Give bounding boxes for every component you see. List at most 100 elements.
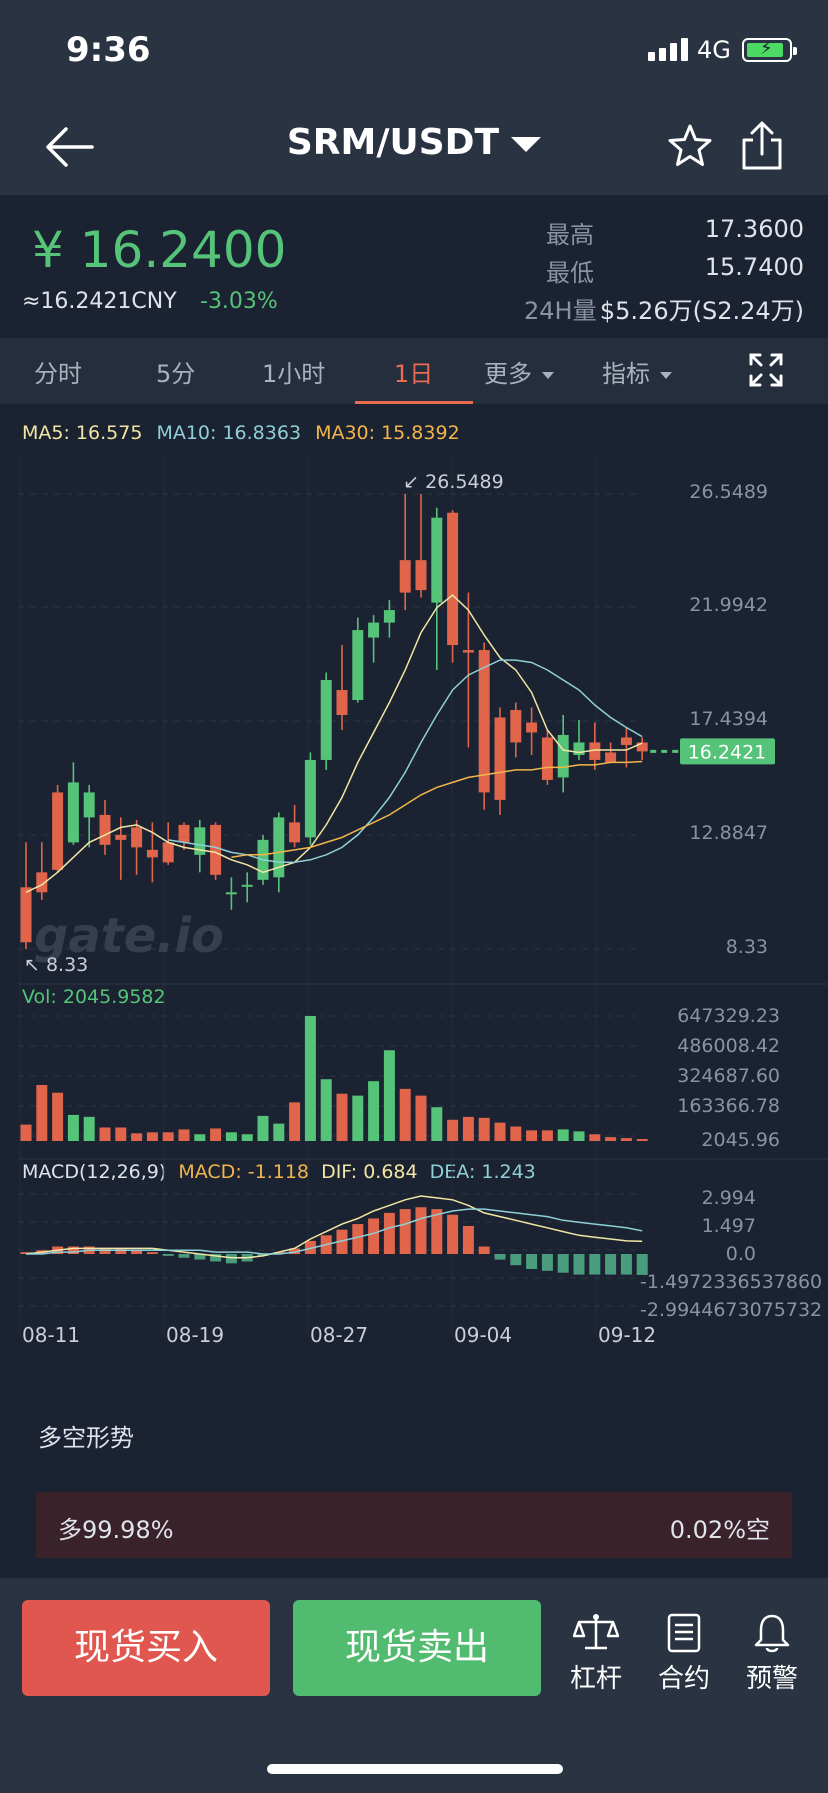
macd-bar <box>620 1254 632 1275</box>
macd-bar <box>146 1252 158 1254</box>
macd-bar <box>478 1246 490 1254</box>
watermark: gate.io <box>34 908 224 964</box>
volume-bar <box>620 1138 632 1141</box>
price-axis-label: 8.33 <box>726 936 768 958</box>
chevron-down-icon <box>542 371 554 379</box>
alert-button[interactable]: 预警 <box>732 1612 812 1695</box>
volume-bar <box>636 1139 648 1141</box>
volume-bar <box>415 1095 427 1141</box>
macd-bar <box>257 1254 269 1256</box>
candle <box>415 560 427 591</box>
tab-1hour[interactable]: 1小时 <box>262 360 326 388</box>
macd-bar <box>336 1229 348 1254</box>
ma-legend: MA5: 16.575 MA10: 16.8363 MA30: 15.8392 <box>22 422 460 444</box>
macd-bar <box>99 1248 111 1254</box>
macd-bar <box>131 1250 143 1254</box>
low-value: 15.7400 <box>704 253 804 281</box>
volume-bar <box>447 1119 459 1141</box>
battery-icon: ⚡ <box>742 38 797 62</box>
volume-bar <box>605 1137 617 1141</box>
dea-value: DEA: 1.243 <box>429 1161 536 1183</box>
kline-chart[interactable]: MA5: 16.575 MA10: 16.8363 MA30: 15.8392 … <box>0 404 828 1349</box>
back-arrow-icon[interactable] <box>42 122 96 172</box>
volume-bar <box>383 1050 395 1141</box>
last-price-tag <box>680 738 775 765</box>
spot-buy-button[interactable]: 现货买入 <box>22 1600 270 1696</box>
bottom-bar: 现货买入 现货卖出 杠杆 合约 预警 <box>0 1578 828 1793</box>
volume-bar <box>210 1128 222 1141</box>
tab-timeline[interactable]: 分时 <box>34 360 82 388</box>
x-axis-label: 08-11 <box>22 1323 80 1347</box>
candle <box>431 517 443 603</box>
ticker-panel: ¥ 16.2400 ≈16.2421CNY -3.03% 最高 17.3600 … <box>0 195 828 338</box>
candle <box>541 737 553 780</box>
candle <box>589 742 601 760</box>
x-axis-label: 09-12 <box>598 1323 656 1347</box>
volume-bar <box>368 1081 380 1141</box>
macd-bar <box>526 1254 538 1269</box>
fullscreen-icon[interactable] <box>748 352 784 388</box>
candle <box>99 814 111 845</box>
network-type: 4G <box>697 36 731 64</box>
candle <box>636 742 648 752</box>
candle <box>225 892 237 895</box>
spot-sell-button[interactable]: 现货卖出 <box>293 1600 541 1696</box>
macd-axis-label: 1.497 <box>702 1215 756 1237</box>
macd-bar <box>383 1212 395 1254</box>
volume-bar <box>399 1088 411 1141</box>
candle <box>494 717 506 800</box>
volume-bar <box>36 1085 48 1141</box>
macd-bar <box>225 1254 237 1264</box>
macd-bar <box>447 1214 459 1254</box>
volume-axis-label: 486008.42 <box>677 1035 780 1057</box>
volume-bar <box>431 1107 443 1141</box>
volume-bar <box>115 1127 127 1141</box>
leverage-label: 杠杆 <box>569 1664 622 1694</box>
share-icon[interactable] <box>738 120 786 172</box>
volume-bar <box>478 1117 490 1141</box>
x-axis-label: 09-04 <box>454 1323 512 1347</box>
volume-24h-value: $5.26万(S2.24万) <box>599 297 804 325</box>
macd-bar <box>605 1254 617 1275</box>
tab-1day[interactable]: 1日 <box>394 360 434 388</box>
x-axis-label: 08-19 <box>166 1323 224 1347</box>
macd-bar <box>368 1218 380 1254</box>
volume-bar <box>526 1130 538 1141</box>
macd-bar <box>178 1254 190 1258</box>
candle <box>383 610 395 623</box>
volume-bar <box>225 1132 237 1141</box>
volume-bar <box>541 1130 553 1141</box>
volume-bar <box>573 1131 585 1141</box>
volume-bar <box>131 1133 143 1141</box>
macd-axis-label: 2.994 <box>702 1187 756 1209</box>
candle <box>83 792 95 818</box>
volume-axis-label: 2045.96 <box>701 1129 780 1151</box>
macd-bar <box>115 1248 127 1254</box>
volume-bar <box>241 1134 253 1141</box>
leverage-button[interactable]: 杠杆 <box>556 1612 636 1695</box>
volume-bar <box>20 1124 32 1141</box>
macd-bar <box>273 1252 285 1254</box>
volume-bar <box>352 1095 364 1141</box>
candle <box>115 834 127 840</box>
candle <box>36 872 48 893</box>
tab-indicators[interactable]: 指标 <box>602 354 672 389</box>
macd-bar <box>557 1254 569 1273</box>
tab-5min[interactable]: 5分 <box>156 360 196 388</box>
tab-more[interactable]: 更多 <box>484 354 554 389</box>
candles-layer <box>20 494 648 1275</box>
contract-button[interactable]: 合约 <box>644 1612 724 1695</box>
volume-bar <box>178 1129 190 1141</box>
candle <box>131 827 143 848</box>
volume-bar <box>462 1116 474 1141</box>
contract-icon <box>667 1613 701 1653</box>
pair-selector[interactable]: SRM/USDT <box>0 122 828 163</box>
ma30-line <box>231 760 643 859</box>
star-icon[interactable] <box>666 122 714 170</box>
macd-axis-label: -2.9944673075732 <box>640 1299 822 1321</box>
volume-bar <box>194 1134 206 1141</box>
chevron-down-icon <box>511 136 542 152</box>
interval-tabs: 分时 5分 1小时 1日 更多 指标 <box>0 338 828 405</box>
candle <box>605 752 617 763</box>
volume-bar <box>162 1132 174 1141</box>
